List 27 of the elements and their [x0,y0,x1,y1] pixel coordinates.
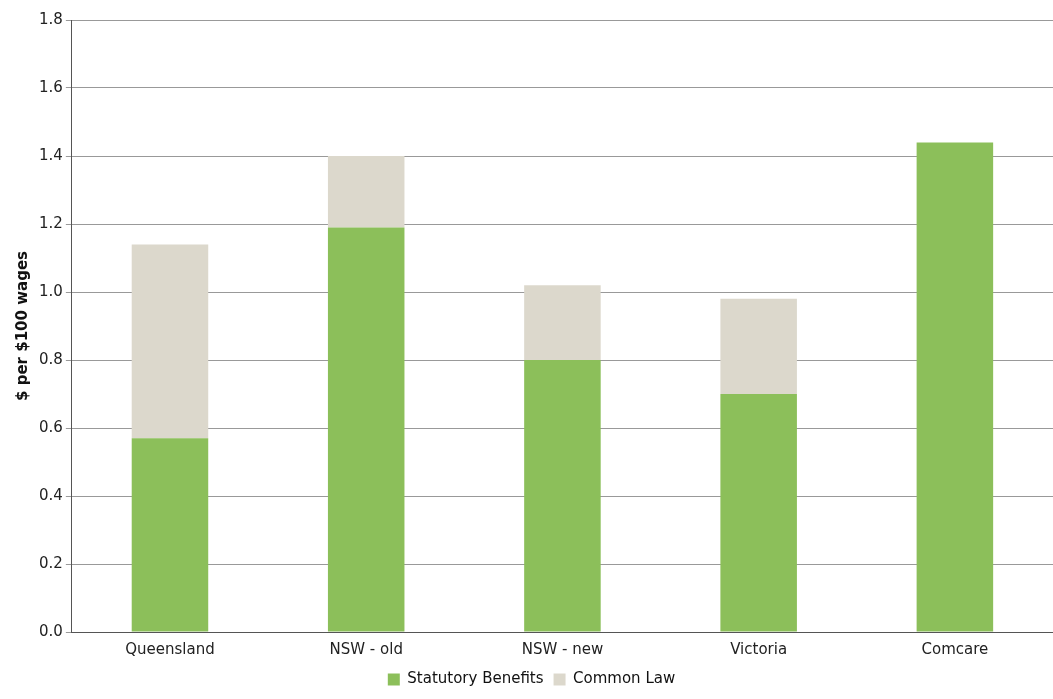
bar [327,227,405,632]
bar [720,394,797,632]
legend-label: Statutory Benefits [407,669,544,688]
bar [524,360,601,632]
x-tick-label: Queensland [125,639,215,658]
y-tick-label: 1.6 [39,77,63,96]
bar [916,142,994,632]
legend-label: Common Law [573,669,676,688]
x-tick-label: Victoria [730,639,788,658]
y-tick-label: 1.8 [39,9,63,28]
bar [720,298,797,394]
text: 1.0 [39,281,63,300]
bar [524,285,601,360]
bar [327,156,405,228]
bar [131,244,209,439]
x-tick-label: NSW - old [329,639,403,658]
text: 0.0 [39,621,63,640]
y-tick-label: 0.4 [39,485,63,504]
y-tick-label: 0.2 [39,553,63,572]
x-tick-label: Comcare [921,639,989,658]
y-tick-label: 1.4 [39,145,63,164]
x-tick-label: NSW - new [521,639,604,658]
bar [131,438,209,632]
y-axis-title: $ per $100 wages [12,250,31,401]
y-tick-label: 0.8 [39,349,63,368]
y-tick-label: 0.6 [39,417,63,436]
y-tick-label: 1.2 [39,213,63,232]
